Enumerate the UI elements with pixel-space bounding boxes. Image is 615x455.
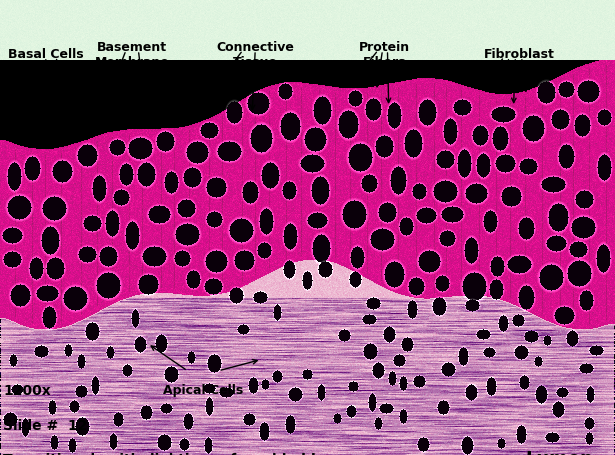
Text: Protein
Fibers: Protein Fibers — [359, 41, 410, 69]
Text: Lumen: Lumen — [526, 450, 593, 455]
Text: Basement
Membrane: Basement Membrane — [95, 41, 170, 69]
Text: Connective
Tissue: Connective Tissue — [216, 41, 294, 69]
Text: Transitional epithelial tissue from bladder.: Transitional epithelial tissue from blad… — [3, 453, 335, 455]
Text: Apical Cells: Apical Cells — [163, 384, 243, 398]
Text: Basal Cells: Basal Cells — [9, 48, 84, 61]
Text: 1200x: 1200x — [3, 384, 51, 399]
Text: Fibroblast: Fibroblast — [484, 48, 555, 61]
Text: Slide #  12: Slide # 12 — [3, 419, 87, 433]
